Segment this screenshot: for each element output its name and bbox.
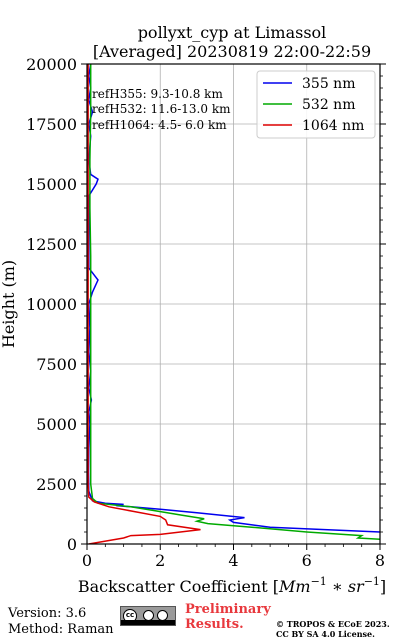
y-tick-label: 20000 [26, 55, 77, 74]
preliminary-results-notice: Preliminary Results. [185, 602, 271, 632]
x-tick-label: 2 [155, 551, 165, 570]
x-axis-label-end: ] [380, 577, 386, 596]
x-tick-label: 6 [302, 551, 312, 570]
chart-title-line2: [Averaged] 20230819 22:00-22:59 [93, 42, 371, 61]
annotation-refh532: refH532: 11.6-13.0 km [92, 102, 231, 116]
legend-label-532: 532 nm [302, 97, 355, 113]
preliminary-line1: Preliminary [185, 602, 271, 617]
series-line-1064-nm [87, 64, 201, 544]
annotation-refh355: refH355: 9.3-10.8 km [92, 87, 223, 101]
cc-license-badge: cc [120, 606, 176, 626]
preliminary-line2: Results. [185, 617, 244, 632]
legend: 355 nm 532 nm 1064 nm [256, 70, 376, 139]
copyright-notice: © TROPOS & ECoE 2023. CC BY SA 4.0 Licen… [276, 619, 390, 639]
y-tick-label: 5000 [36, 415, 77, 434]
x-axis-label-text: Backscatter Coefficient [ [78, 577, 279, 596]
legend-label-355: 355 nm [302, 76, 355, 92]
version-label: Version: 3.6 [8, 606, 87, 621]
x-tick-label: 4 [228, 551, 238, 570]
annotation-refh1064: refH1064: 4.5- 6.0 km [92, 118, 227, 132]
plot-series [87, 64, 380, 544]
method-label: Method: Raman [8, 622, 114, 637]
backscatter-chart: pollyxt_cyp at Limassol [Averaged] 20230… [0, 23, 386, 596]
x-axis-label: Backscatter Coefficient [Mm−1 ∗ sr−1] [78, 575, 386, 596]
cc-badge-bar [121, 620, 175, 625]
copyright-line2: CC BY SA 4.0 License. [276, 629, 375, 639]
y-tick-label: 2500 [36, 475, 77, 494]
y-axis-label: Height (m) [0, 260, 18, 348]
x-tick-label: 0 [82, 551, 92, 570]
y-tick-label: 10000 [26, 295, 77, 314]
y-tick-label: 17500 [26, 115, 77, 134]
x-axis-label-unit: Mm [278, 577, 311, 596]
copyright-line1: © TROPOS & ECoE 2023. [276, 619, 390, 629]
chart-title-line1: pollyxt_cyp at Limassol [138, 23, 327, 42]
y-tick-label: 15000 [26, 175, 77, 194]
x-tick-label: 8 [375, 551, 385, 570]
x-axis-label-exp2: −1 [364, 575, 380, 588]
y-tick-label: 7500 [36, 355, 77, 374]
legend-label-1064: 1064 nm [302, 118, 364, 134]
x-axis-label-mid: ∗ sr [327, 577, 365, 596]
y-tick-label: 12500 [26, 235, 77, 254]
axis-ticks: 0 2 4 6 8 0 2500 5000 7500 10000 12500 15000 17500 20… [26, 55, 386, 570]
y-tick-label: 0 [67, 535, 77, 554]
x-axis-label-exp1: −1 [311, 575, 327, 588]
reference-height-annotations: refH355: 9.3-10.8 km refH532: 11.6-13.0 … [92, 87, 231, 132]
legend-box [256, 70, 376, 139]
